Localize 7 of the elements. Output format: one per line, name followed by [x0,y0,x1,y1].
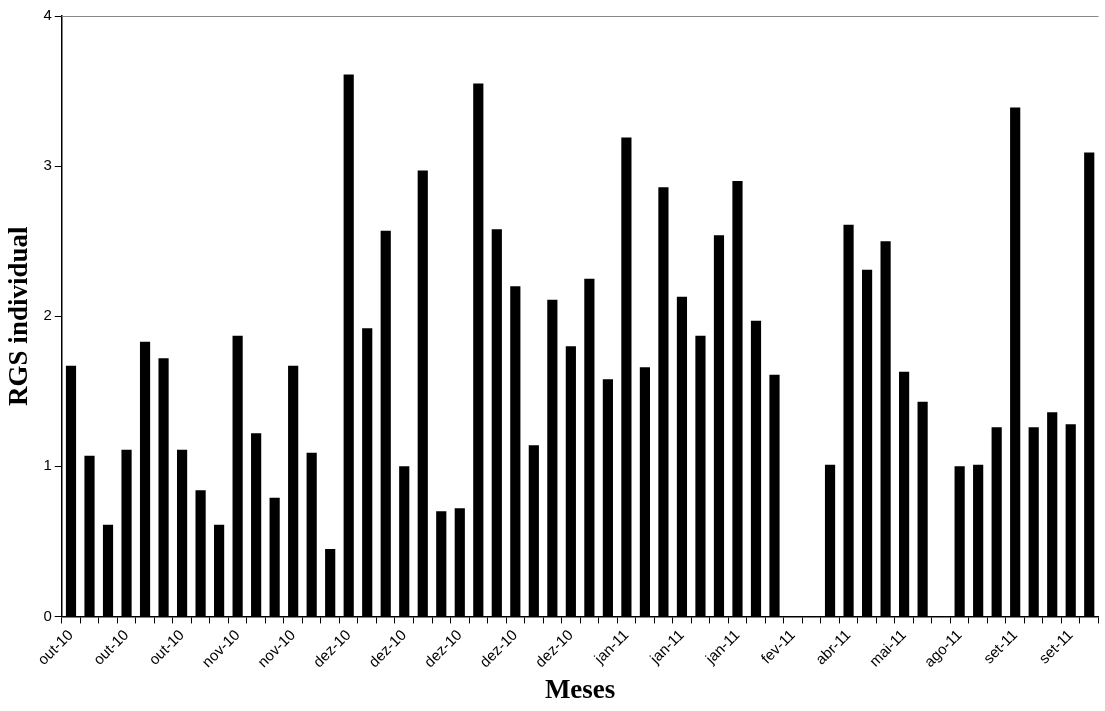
y-tick-label: 3 [43,156,52,174]
x-axis-title: Meses [544,673,616,704]
y-tick-label: 4 [43,6,52,24]
y-tick-label: 2 [43,306,52,324]
y-axis-title: RGS individual [3,226,34,406]
y-tick-label: 0 [43,606,52,624]
y-tick-label: 1 [43,456,52,474]
